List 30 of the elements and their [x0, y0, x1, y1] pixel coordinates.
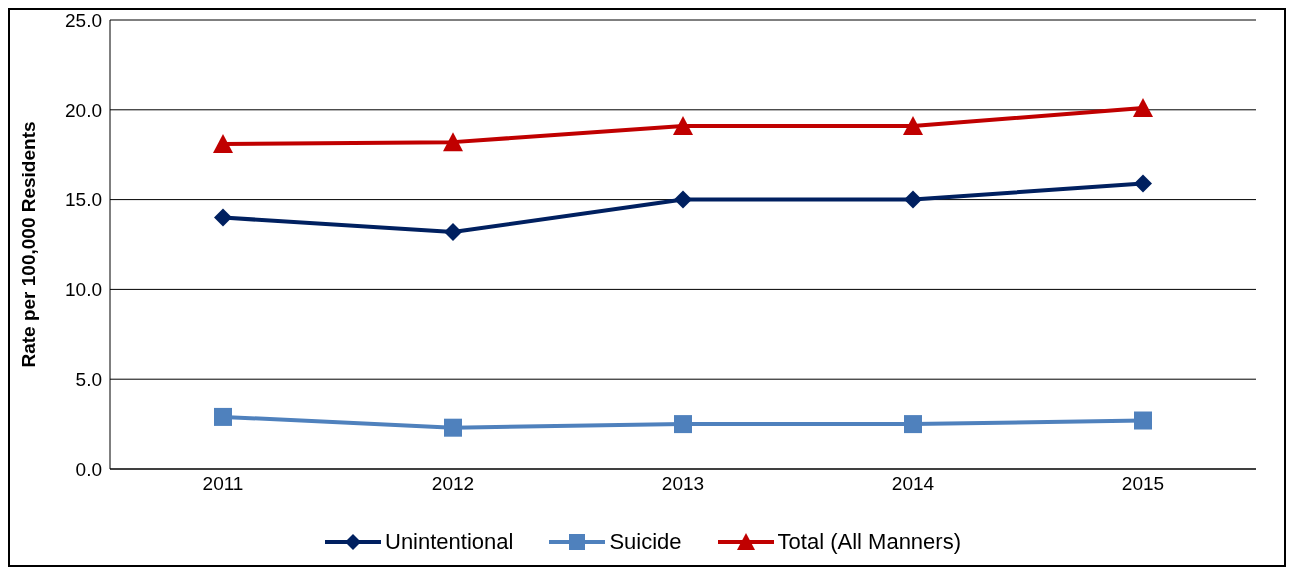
y-tick-label: 20.0 — [65, 99, 102, 121]
x-tick-label: 2012 — [431, 473, 475, 495]
point — [674, 190, 692, 209]
point — [1134, 411, 1152, 430]
y-tick-label: 10.0 — [65, 279, 102, 301]
point — [674, 415, 692, 434]
legend-label: Total (All Manners) — [777, 529, 961, 555]
point — [904, 190, 922, 209]
point — [444, 418, 462, 437]
point — [904, 415, 922, 434]
point — [444, 222, 462, 241]
y-tick-label: 5.0 — [75, 368, 102, 390]
point — [903, 115, 923, 135]
x-tick-label: 2015 — [1121, 473, 1165, 495]
point — [214, 407, 232, 426]
x-tick-label: 2011 — [202, 473, 244, 495]
y-axis-title: Rate per 100,000 Residents — [17, 121, 39, 368]
x-tick-label: 2013 — [661, 473, 705, 495]
point — [1134, 174, 1152, 193]
y-tick-label: 15.0 — [65, 189, 102, 211]
point — [1133, 98, 1153, 117]
legend-label: Unintentional — [385, 529, 514, 555]
point — [443, 132, 463, 152]
legend-label: Suicide — [609, 529, 682, 555]
point — [214, 208, 232, 227]
x-tick-label: 2014 — [891, 473, 935, 495]
point — [673, 115, 693, 135]
y-tick-label: 0.0 — [75, 458, 102, 480]
point — [213, 133, 233, 153]
y-tick-label: 25.0 — [65, 9, 102, 31]
